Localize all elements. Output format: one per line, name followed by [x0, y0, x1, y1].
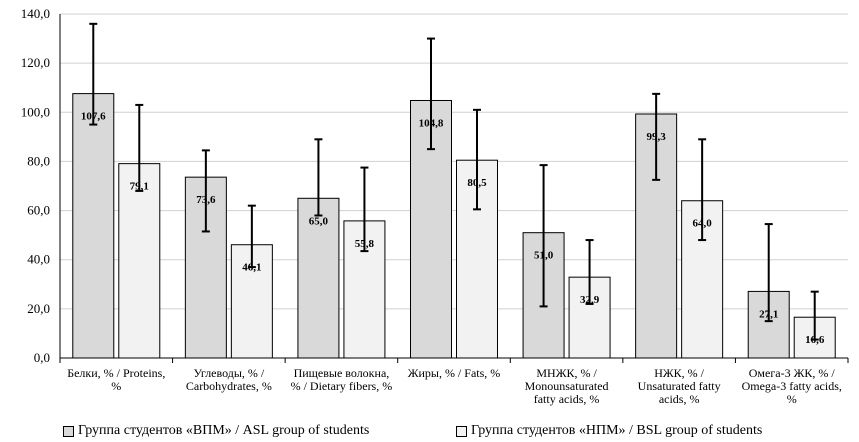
- legend-item-asl: Группа студентов «ВПМ» / ASL group of st…: [63, 421, 369, 441]
- y-tick-label: 100,0: [21, 104, 50, 119]
- category-label: Omega-3 fatty acids,: [742, 379, 842, 393]
- legend-item-bsl: Группа студентов «НПМ» / BSL group of st…: [456, 421, 762, 441]
- data-label: 104,8: [419, 117, 444, 129]
- y-tick-label: 0,0: [34, 350, 50, 365]
- category-label: Углеводы, % /: [193, 366, 264, 380]
- category-label: Белки, % / Proteins,: [67, 366, 165, 380]
- data-label: 32,9: [580, 294, 600, 306]
- bar: [72, 93, 115, 359]
- category-label: %: [787, 392, 797, 406]
- category-label: Пищевые волокна,: [294, 366, 390, 380]
- category-label: fatty acids, %: [534, 392, 600, 406]
- bar: [118, 163, 161, 359]
- category-label: МНЖК, % /: [536, 366, 597, 380]
- y-tick-label: 120,0: [21, 55, 50, 70]
- category-label: acids, %: [659, 392, 700, 406]
- data-label: 46,1: [242, 262, 261, 274]
- data-label: 107,6: [81, 111, 106, 123]
- legend-label-bsl: Группа студентов «НПМ» / BSL group of st…: [471, 423, 763, 438]
- bar: [297, 197, 340, 359]
- bar-chart: 0,0 20,0 40,0 60,0 80,0 100,0 120,0 140,0 107,6 7…: [21, 6, 849, 406]
- y-tick-label: 80,0: [27, 153, 50, 168]
- y-tick-label: 40,0: [27, 252, 50, 267]
- data-label: 65,0: [309, 215, 329, 227]
- legend-swatch-bsl: [456, 425, 467, 437]
- legend-swatch-asl: [63, 425, 74, 437]
- y-tick-label: 20,0: [27, 301, 50, 316]
- data-label: 16,6: [805, 334, 825, 346]
- y-tick-label: 140,0: [21, 6, 50, 21]
- data-label: 51,0: [534, 250, 554, 262]
- data-label: 79,1: [130, 181, 149, 193]
- category-label: % / Dietary fibers, %: [291, 379, 393, 393]
- data-label: 99,3: [647, 131, 667, 143]
- category-label: Unsaturated fatty: [638, 379, 721, 393]
- data-label: 55,8: [355, 238, 375, 250]
- category-label: НЖК, % /: [654, 366, 704, 380]
- legend-label-asl: Группа студентов «ВПМ» / ASL group of st…: [78, 423, 370, 438]
- category-label: Monounsaturated: [525, 379, 609, 393]
- data-label: 73,6: [196, 194, 216, 206]
- data-label: 64,0: [693, 218, 713, 230]
- category-label: Carbohydrates, %: [186, 379, 272, 393]
- category-label: Омега-3 ЖК, % /: [749, 366, 836, 380]
- category-label: Жиры, % / Fats, %: [408, 366, 501, 380]
- data-label: 80,5: [467, 177, 487, 189]
- data-label: 27,1: [759, 308, 778, 320]
- y-tick-label: 60,0: [27, 203, 50, 218]
- category-label: %: [111, 379, 121, 393]
